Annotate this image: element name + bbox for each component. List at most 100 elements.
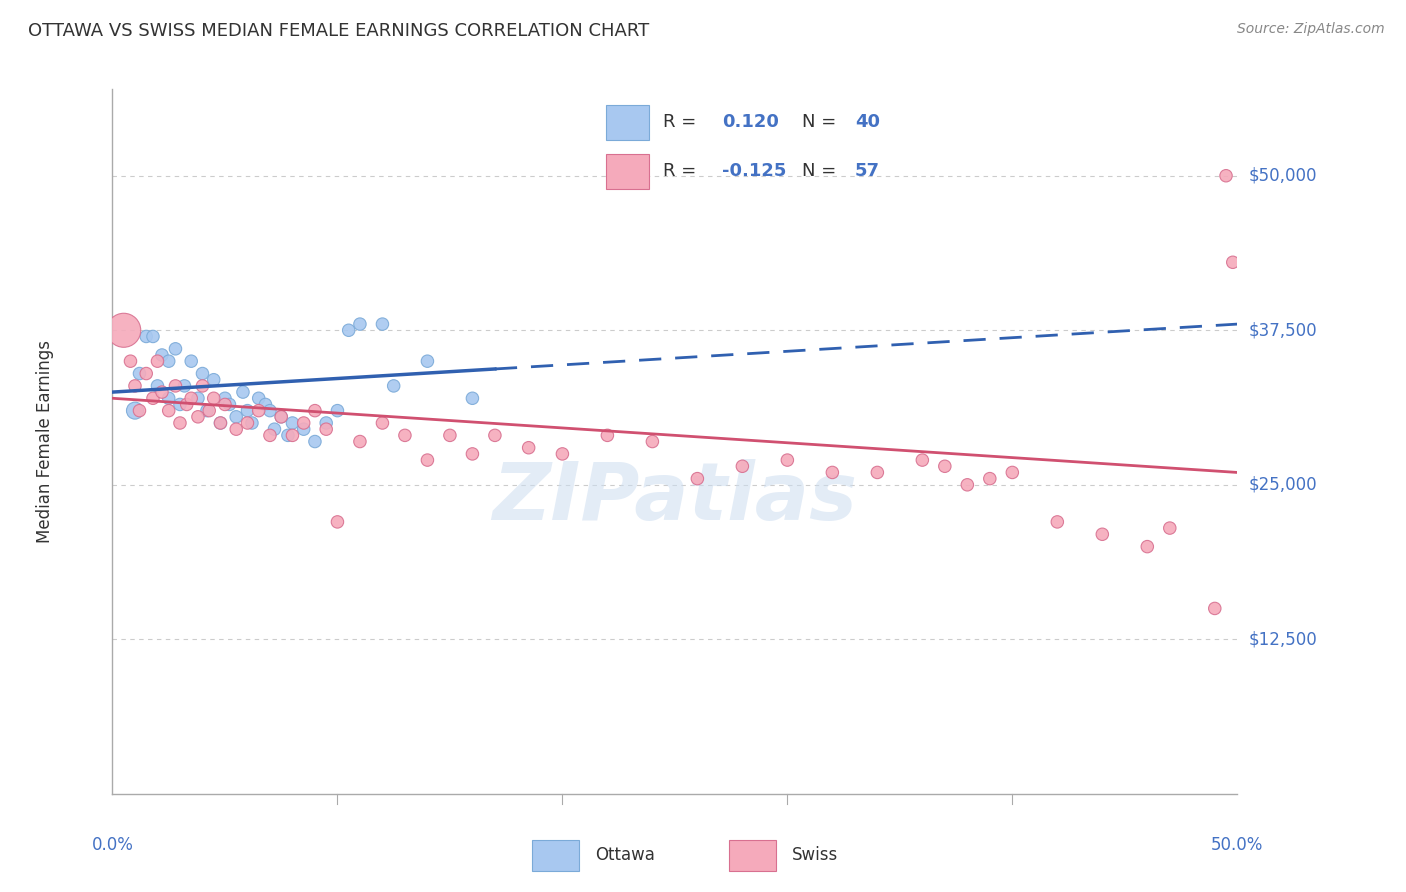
Point: [304, 434, 326, 449]
Point: [263, 422, 285, 436]
Text: N =: N =: [801, 162, 837, 180]
Point: [382, 379, 405, 393]
Point: [270, 409, 292, 424]
Text: $12,500: $12,500: [1249, 631, 1317, 648]
Point: [484, 428, 506, 442]
Point: [1215, 169, 1237, 183]
Point: [326, 403, 349, 417]
Point: [218, 397, 240, 411]
Point: [517, 441, 540, 455]
Point: [191, 367, 214, 381]
Point: [214, 397, 236, 411]
Point: [292, 422, 315, 436]
Point: [596, 428, 619, 442]
Bar: [531, 839, 579, 871]
Point: [173, 379, 195, 393]
Text: Ottawa: Ottawa: [595, 847, 655, 864]
Point: [1046, 515, 1069, 529]
Text: 50.0%: 50.0%: [1211, 836, 1264, 855]
Point: [236, 403, 259, 417]
Point: [686, 472, 709, 486]
Point: [1222, 255, 1244, 269]
Point: [180, 391, 202, 405]
Point: [349, 434, 371, 449]
Point: [202, 373, 225, 387]
Point: [461, 391, 484, 405]
Point: [240, 416, 263, 430]
Point: [259, 403, 281, 417]
Point: [292, 416, 315, 430]
Point: [1159, 521, 1181, 535]
Point: [146, 354, 169, 368]
Point: [198, 403, 221, 417]
Point: [281, 428, 304, 442]
Point: [209, 416, 232, 430]
Point: [641, 434, 664, 449]
Text: $37,500: $37,500: [1249, 321, 1317, 339]
Point: [821, 466, 844, 480]
Point: [277, 428, 299, 442]
Point: [232, 385, 254, 400]
Point: [225, 422, 247, 436]
Point: [142, 329, 165, 343]
Point: [394, 428, 416, 442]
Point: [304, 403, 326, 417]
Point: [176, 397, 198, 411]
Text: $50,000: $50,000: [1249, 167, 1317, 185]
Point: [731, 459, 754, 474]
Point: [956, 478, 979, 492]
Text: $25,000: $25,000: [1249, 475, 1317, 494]
Point: [165, 342, 187, 356]
Point: [187, 409, 209, 424]
Text: 0.120: 0.120: [723, 113, 779, 131]
Point: [979, 472, 1001, 486]
Point: [371, 416, 394, 430]
Point: [146, 379, 169, 393]
Text: R =: R =: [662, 162, 696, 180]
Point: [315, 416, 337, 430]
Bar: [606, 104, 650, 140]
Point: [135, 329, 157, 343]
Text: Median Female Earnings: Median Female Earnings: [37, 340, 53, 543]
Point: [551, 447, 574, 461]
Text: Source: ZipAtlas.com: Source: ZipAtlas.com: [1237, 22, 1385, 37]
Point: [1204, 601, 1226, 615]
Text: OTTAWA VS SWISS MEDIAN FEMALE EARNINGS CORRELATION CHART: OTTAWA VS SWISS MEDIAN FEMALE EARNINGS C…: [28, 22, 650, 40]
Text: 57: 57: [855, 162, 880, 180]
Point: [209, 416, 232, 430]
Point: [157, 391, 180, 405]
Point: [1091, 527, 1114, 541]
Point: [191, 379, 214, 393]
Point: [337, 323, 360, 337]
Point: [866, 466, 889, 480]
Point: [439, 428, 461, 442]
Text: N =: N =: [801, 113, 837, 131]
Point: [416, 354, 439, 368]
Bar: [728, 839, 776, 871]
Point: [254, 397, 277, 411]
Point: [416, 453, 439, 467]
Point: [1136, 540, 1159, 554]
Point: [934, 459, 956, 474]
Point: [124, 403, 146, 417]
Point: [120, 354, 142, 368]
Point: [202, 391, 225, 405]
Point: [247, 391, 270, 405]
Text: ZIPatlas: ZIPatlas: [492, 458, 858, 537]
Point: [371, 317, 394, 331]
Point: [195, 403, 218, 417]
Point: [135, 367, 157, 381]
Text: Swiss: Swiss: [792, 847, 838, 864]
Point: [776, 453, 799, 467]
Point: [349, 317, 371, 331]
Point: [225, 409, 247, 424]
Point: [124, 379, 146, 393]
Point: [150, 348, 173, 362]
Point: [326, 515, 349, 529]
Point: [157, 403, 180, 417]
Point: [214, 391, 236, 405]
Point: [169, 397, 191, 411]
Point: [461, 447, 484, 461]
Point: [142, 391, 165, 405]
Point: [128, 367, 150, 381]
